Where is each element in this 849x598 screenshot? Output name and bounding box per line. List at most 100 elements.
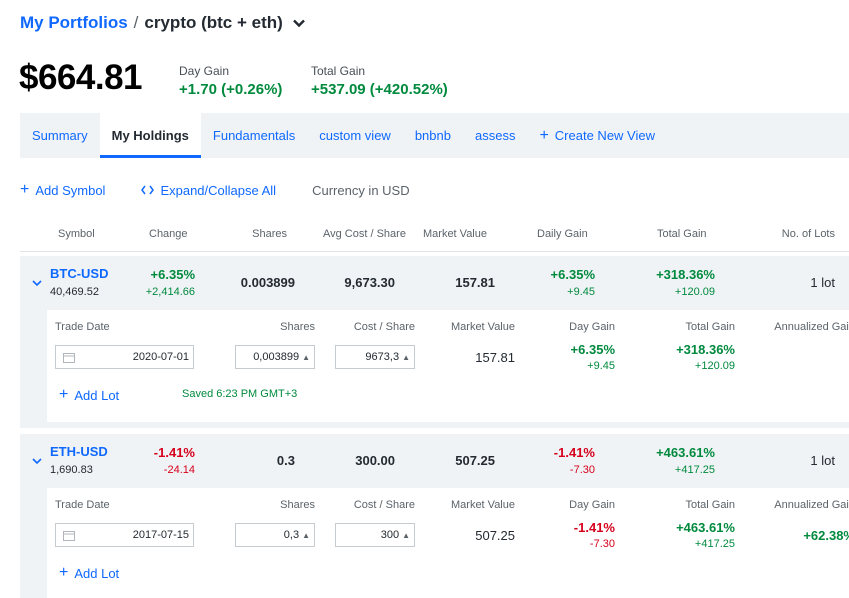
col-change[interactable]: Change	[149, 228, 188, 240]
trade-date-input[interactable]: 2020-07-01	[55, 345, 194, 369]
tab-bnbnb[interactable]: bnbnb	[414, 128, 451, 143]
col-shares[interactable]: Shares	[252, 228, 287, 240]
day-gain-block: Day Gain +1.70 (+0.26%)	[179, 64, 282, 98]
holding-summary-row[interactable]: ETH-USD 1,690.83 -1.41% -24.14 0.3 300.0…	[20, 434, 849, 488]
tab-my-holdings[interactable]: My Holdings	[99, 113, 202, 158]
portfolio-name[interactable]: crypto (btc + eth)	[144, 13, 283, 32]
holdings-actions: + Add Symbol Expand/Collapse All Currenc…	[20, 181, 410, 199]
col-market-value[interactable]: Market Value	[423, 228, 487, 240]
lot-day-gain-amount: +9.45	[587, 360, 615, 372]
tab-summary[interactable]: Summary	[32, 128, 88, 143]
lot-total-gain-percent: +463.61%	[676, 520, 735, 535]
change-percent: -1.41%	[153, 445, 195, 460]
stepper-icon[interactable]: ▲	[302, 530, 310, 540]
holding-summary-row[interactable]: BTC-USD 40,469.52 +6.35% +2,414.66 0.003…	[20, 256, 849, 310]
lot-total-gain-percent: +318.36%	[676, 342, 735, 357]
chevron-down-icon[interactable]	[31, 455, 43, 467]
symbol-link[interactable]: BTC-USD	[50, 266, 109, 281]
chevron-down-icon[interactable]	[291, 15, 307, 31]
lots-count[interactable]: 1 lot	[810, 453, 835, 468]
trade-date-input[interactable]: 2017-07-15	[55, 523, 194, 547]
lot-col-day-gain: Day Gain	[569, 499, 615, 511]
trade-date-value: 2017-07-15	[132, 529, 189, 541]
total-gain-amount: +120.09	[674, 286, 715, 298]
plus-icon: +	[59, 386, 69, 403]
total-gain-label: Total Gain	[311, 64, 366, 78]
col-daily-gain[interactable]: Daily Gain	[537, 228, 588, 240]
total-gain-percent: +463.61%	[656, 445, 715, 460]
add-symbol-button[interactable]: + Add Symbol	[20, 181, 105, 199]
lots-panel: Trade Date Shares Cost / Share Market Va…	[47, 488, 849, 598]
lot-day-gain-percent: +6.35%	[570, 342, 615, 357]
calendar-icon	[63, 353, 75, 363]
tab-fundamentals[interactable]: Fundamentals	[212, 128, 296, 143]
lot-col-shares: Shares	[280, 321, 315, 333]
lot-total-gain-amount: +417.25	[694, 538, 735, 550]
stepper-icon[interactable]: ▲	[402, 530, 410, 540]
stepper-icon[interactable]: ▲	[302, 352, 310, 362]
add-lot-button[interactable]: + Add Lot	[59, 386, 119, 404]
change-amount: -24.14	[163, 464, 195, 476]
total-gain-value: +537.09 (+420.52%)	[311, 81, 448, 98]
lot-col-day-gain: Day Gain	[569, 321, 615, 333]
change-percent: +6.35%	[150, 267, 195, 282]
stepper-icon[interactable]: ▲	[402, 352, 410, 362]
total-gain-percent: +318.36%	[656, 267, 715, 282]
lot-col-total-gain: Total Gain	[685, 321, 735, 333]
lots-panel: Trade Date Shares Cost / Share Market Va…	[47, 310, 849, 422]
col-lots[interactable]: No. of Lots	[781, 228, 835, 240]
holding-row: BTC-USD 40,469.52 +6.35% +2,414.66 0.003…	[20, 256, 849, 428]
col-symbol[interactable]: Symbol	[58, 228, 95, 240]
expand-collapse-button[interactable]: Expand/Collapse All	[141, 183, 276, 198]
add-lot-button[interactable]: + Add Lot	[59, 564, 119, 582]
shares-input[interactable]: 0,3 ▲	[235, 523, 315, 547]
add-lot-label: Add Lot	[74, 387, 120, 403]
cost-input[interactable]: 300 ▲	[335, 523, 415, 547]
symbol-link[interactable]: ETH-USD	[50, 444, 108, 459]
cost-input-value: 300	[380, 529, 400, 541]
expand-collapse-label: Expand/Collapse All	[160, 182, 277, 198]
lot-day-gain-percent: -1.41%	[573, 520, 615, 535]
change-amount: +2,414.66	[145, 286, 195, 298]
lot-market-value: 507.25	[475, 528, 515, 543]
lot-col-annualized: Annualized Gain	[774, 499, 849, 511]
lot-market-value: 157.81	[475, 350, 515, 365]
lot-col-total-gain: Total Gain	[685, 499, 735, 511]
lot-col-market-value: Market Value	[451, 321, 515, 333]
total-gain-amount: +417.25	[674, 464, 715, 476]
daily-gain-percent: -1.41%	[553, 445, 595, 460]
tab-create-new-view[interactable]: + Create New View	[527, 113, 667, 158]
header-divider	[20, 251, 849, 252]
day-gain-value: +1.70 (+0.26%)	[179, 81, 283, 98]
lot-annualized-gain: +62.38%	[803, 528, 849, 543]
portfolio-value: $664.81	[19, 58, 143, 97]
cost-input-value: 9673,3	[365, 351, 400, 363]
shares-value: 0.3	[276, 453, 295, 468]
tab-custom-view[interactable]: custom view	[319, 128, 391, 143]
lot-col-trade-date: Trade Date	[55, 321, 110, 333]
avg-cost-value: 9,673.30	[344, 275, 395, 290]
lot-col-cost: Cost / Share	[353, 321, 415, 333]
breadcrumb-separator: /	[133, 13, 139, 32]
symbol-price: 1,690.83	[50, 464, 93, 476]
saved-status: Saved 6:23 PM GMT+3	[182, 388, 298, 400]
lot-day-gain-amount: -7.30	[589, 538, 615, 550]
shares-input[interactable]: 0,003899 ▲	[235, 345, 315, 369]
daily-gain-amount: -7.30	[569, 464, 595, 476]
symbol-price: 40,469.52	[50, 286, 99, 298]
cost-input[interactable]: 9673,3 ▲	[335, 345, 415, 369]
daily-gain-amount: +9.45	[567, 286, 595, 298]
col-avg-cost[interactable]: Avg Cost / Share	[323, 228, 406, 240]
add-lot-label: Add Lot	[74, 565, 120, 581]
tab-assess[interactable]: assess	[474, 128, 516, 143]
lot-col-shares: Shares	[280, 499, 315, 511]
col-total-gain[interactable]: Total Gain	[657, 228, 707, 240]
plus-icon: +	[20, 181, 30, 198]
chevron-down-icon[interactable]	[31, 277, 43, 289]
market-value: 507.25	[455, 453, 495, 468]
my-portfolios-link[interactable]: My Portfolios	[20, 13, 128, 32]
currency-label: Currency in USD	[312, 182, 410, 198]
lots-count[interactable]: 1 lot	[810, 275, 835, 290]
trade-date-value: 2020-07-01	[132, 351, 189, 363]
lot-annualized-gain: -	[735, 350, 849, 365]
